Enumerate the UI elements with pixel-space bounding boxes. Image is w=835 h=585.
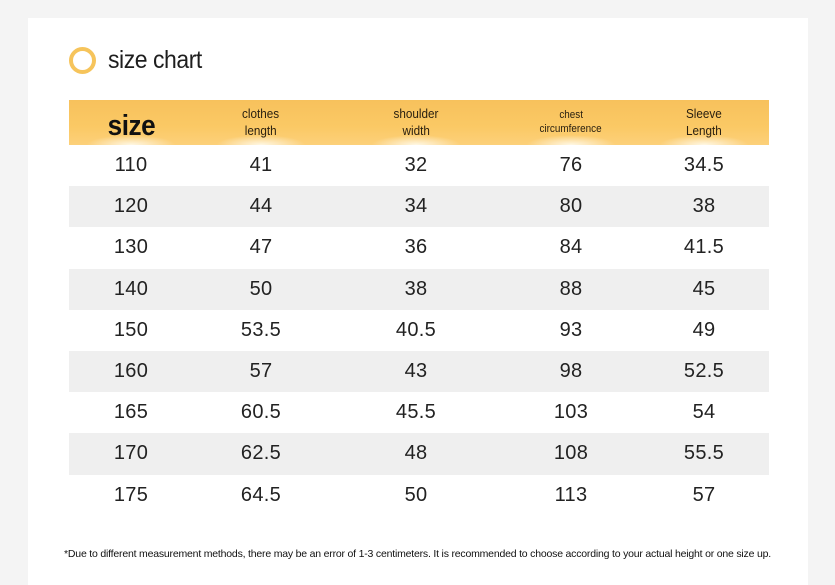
- cell-shoulder-width: 38: [404, 277, 428, 300]
- cell-chest: 98: [559, 360, 583, 383]
- cell-shoulder-width: 45.5: [395, 401, 437, 424]
- cell-size: 170: [113, 442, 149, 465]
- cell-chest: 80: [559, 195, 583, 218]
- cell-clothes-length: 41: [249, 154, 273, 177]
- table-row: 160 57 43 98 52.5: [69, 350, 769, 393]
- cell-chest: 93: [559, 318, 583, 341]
- cell-shoulder-width: 32: [404, 154, 428, 177]
- cell-size: 110: [114, 154, 148, 177]
- table-row: 120 44 34 80 38: [69, 186, 769, 228]
- cell-size: 120: [113, 195, 149, 218]
- cell-clothes-length: 57: [249, 360, 273, 383]
- table-header: size clothes length shoulder width chest…: [69, 100, 769, 145]
- table-row: 150 53.5 40.5 93 49: [69, 310, 769, 351]
- circle-bullet-icon: [69, 46, 96, 74]
- size-table: size clothes length shoulder width chest…: [69, 100, 769, 516]
- cell-clothes-length: 64.5: [240, 483, 282, 506]
- cell-sleeve-length: 49: [692, 318, 716, 341]
- section-heading: size chart: [69, 44, 210, 76]
- cell-sleeve-length: 45: [692, 277, 716, 300]
- cell-clothes-length: 60.5: [240, 401, 282, 424]
- header-sleeve-length: Sleeve Length: [639, 100, 769, 145]
- header-size: size: [69, 100, 193, 145]
- cell-shoulder-width: 48: [404, 442, 428, 465]
- cell-clothes-length: 47: [249, 236, 273, 259]
- table-row: 170 62.5 48 108 55.5: [69, 433, 769, 475]
- cell-shoulder-width: 43: [404, 360, 428, 383]
- cell-chest: 108: [553, 442, 589, 465]
- cell-sleeve-length: 52.5: [683, 360, 725, 383]
- cell-sleeve-length: 55.5: [683, 442, 725, 465]
- cell-shoulder-width: 36: [404, 236, 428, 259]
- cell-size: 175: [113, 483, 149, 506]
- header-shoulder-width: shoulder width: [329, 100, 503, 145]
- cell-size: 130: [113, 236, 149, 259]
- cell-size: 150: [113, 318, 149, 341]
- cell-chest: 88: [559, 277, 583, 300]
- page-title: size chart: [108, 45, 202, 74]
- table-row: 165 60.5 45.5 103 54: [69, 392, 769, 433]
- cell-size: 140: [113, 277, 149, 300]
- header-chest-circumference: chest circumference: [503, 100, 639, 145]
- cell-chest: 103: [553, 401, 589, 424]
- table-row: 140 50 38 88 45: [69, 268, 769, 310]
- cell-clothes-length: 50: [249, 277, 273, 300]
- cell-sleeve-length: 34.5: [683, 154, 725, 177]
- header-clothes-length: clothes length: [193, 100, 329, 145]
- cell-sleeve-length: 41.5: [683, 236, 725, 259]
- table-row: 110 41 32 76 34.5: [69, 145, 769, 186]
- cell-clothes-length: 53.5: [240, 318, 282, 341]
- cell-chest: 113: [554, 483, 588, 506]
- cell-sleeve-length: 54: [692, 401, 716, 424]
- cell-sleeve-length: 38: [692, 195, 716, 218]
- cell-shoulder-width: 34: [404, 195, 428, 218]
- cell-clothes-length: 62.5: [240, 442, 282, 465]
- footnote: *Due to different measurement methods, t…: [64, 548, 771, 560]
- cell-chest: 76: [559, 154, 583, 177]
- cell-chest: 84: [559, 236, 583, 259]
- cell-sleeve-length: 57: [692, 483, 716, 506]
- cell-shoulder-width: 50: [404, 483, 428, 506]
- cell-size: 160: [113, 360, 149, 383]
- cell-shoulder-width: 40.5: [395, 318, 437, 341]
- cell-clothes-length: 44: [249, 195, 273, 218]
- table-row: 175 64.5 50 113 57: [69, 475, 769, 516]
- table-row: 130 47 36 84 41.5: [69, 227, 769, 268]
- cell-size: 165: [113, 401, 149, 424]
